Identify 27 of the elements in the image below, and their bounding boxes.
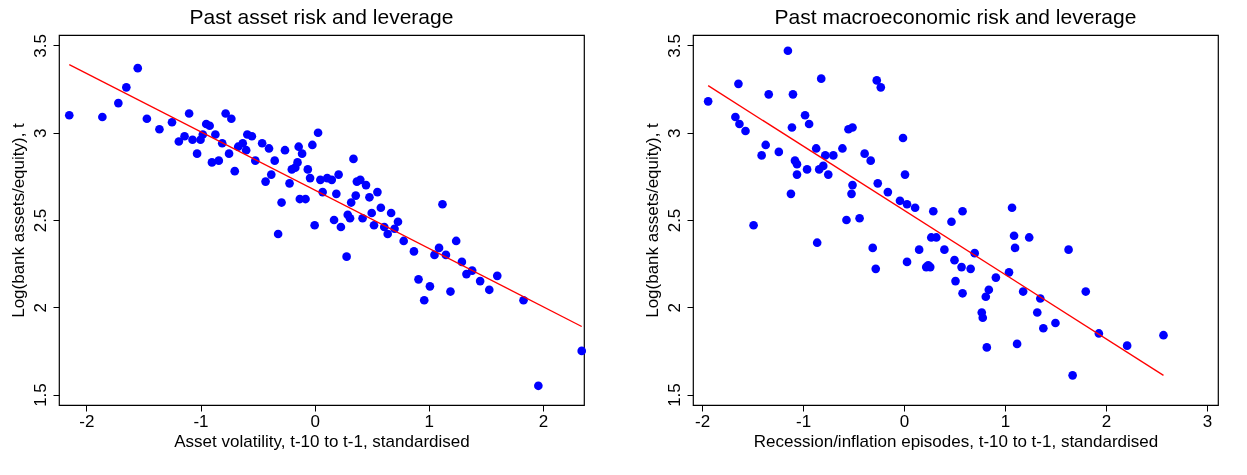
x-tick-label: 1 [424, 411, 435, 431]
y-tick-label: 1.5 [664, 383, 684, 407]
y-tick-label: 3 [664, 128, 684, 138]
x-tick-label: -1 [193, 411, 209, 431]
x-axis-title: Recession/inflation episodes, t-10 to t-1, standardised [753, 431, 1159, 451]
y-tick-label: 2.5 [664, 208, 684, 233]
x-tick-label: -2 [79, 411, 95, 431]
x-tick-label: 0 [899, 411, 910, 431]
x-tick-label: 2 [1101, 411, 1112, 431]
y-tick-label: 2 [664, 303, 684, 313]
x-axis-title: Asset volatility, t-10 to t-1, standardised [174, 431, 470, 451]
chart-title: Past macroeconomic risk and leverage [774, 4, 1137, 28]
y-tick-label: 3 [30, 128, 50, 138]
y-axis-title: Log(bank assets/equity), t [8, 122, 28, 318]
x-tick-label: -2 [695, 411, 711, 431]
y-tick-label: 3.5 [30, 34, 50, 58]
x-tick-label: 3 [1202, 411, 1213, 431]
y-axis-title: Log(bank assets/equity), t [642, 122, 662, 318]
y-tick-label: 2 [30, 303, 50, 313]
x-tick-label: -1 [795, 411, 812, 431]
y-tick-label: 1.5 [30, 383, 50, 407]
x-tick-label: 0 [310, 411, 320, 431]
x-tick-label: 2 [538, 411, 549, 431]
x-tick-label: 1 [1000, 411, 1011, 431]
y-tick-label: 3.5 [664, 34, 684, 58]
chart-title: Past asset risk and leverage [189, 4, 454, 28]
y-tick-label: 2.5 [30, 208, 50, 233]
